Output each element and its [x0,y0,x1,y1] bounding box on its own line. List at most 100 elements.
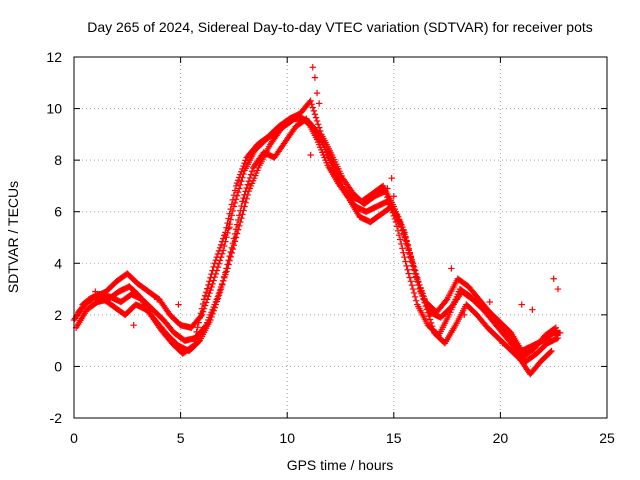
data-point [92,288,99,295]
plot-frame [73,56,608,419]
data-point-interp [193,328,200,336]
data-point [460,311,468,319]
data-point-interp [234,216,242,224]
data-point-interp [411,293,419,301]
data-point-interp [201,292,209,299]
data-point-interp [230,235,238,242]
data-point [130,321,137,329]
data-point-interp [194,324,201,331]
x-tick-label: 20 [493,430,509,446]
data-point-interp [241,160,248,167]
y-tick-label: 12 [46,49,62,65]
data-point-interp [547,348,554,356]
data-point [307,97,314,105]
x-tick-label: 15 [386,430,402,446]
y-tick-label: 4 [54,255,62,271]
data-point-interp [393,223,401,230]
data-point-interp [421,299,428,306]
data-point-interp [197,310,205,317]
data-point-interp [228,201,235,208]
data-point-interp [401,231,408,238]
data-point-interp [213,298,221,305]
data-point-interp [415,278,422,285]
x-tick-label: 25 [599,430,615,446]
data-point-interp [239,165,246,173]
data-point [390,193,397,200]
data-point-interp [395,231,403,239]
data-point-interp [191,337,198,345]
data-point [217,285,225,293]
data-point [550,275,557,282]
data-point-interp [312,114,320,121]
data-point-interp [215,292,223,299]
data-point-interp [218,281,226,289]
data-point-interp [409,285,417,293]
data-point-interp [238,168,245,175]
data-point [222,231,229,239]
data-point [190,342,197,349]
data-point [499,340,506,347]
series-track-4 [72,97,560,360]
data-point [548,347,555,355]
data-point [211,260,218,267]
data-point-interp [217,241,225,248]
data-point-interp [213,253,221,261]
series-track-3 [79,115,555,378]
axis-ticks: 0 5 10 15 20 25 -2 0 2 4 6 8 10 12 [46,49,615,446]
data-point-interp [551,325,558,332]
data-point [207,316,214,324]
data-point-interp [214,250,222,258]
data-point-interp [207,274,214,281]
data-point-interp [416,281,423,289]
data-point-interp [411,267,419,274]
series-scattered [92,64,562,347]
x-tick-label: 10 [279,430,295,446]
data-point-interp [224,261,231,268]
data-point-interp [410,289,418,297]
data-point-interp [387,203,394,210]
data-point [228,244,235,252]
data-point-interp [229,239,237,247]
data-point-interp [406,249,413,256]
data-point-interp [229,196,237,204]
data-point-interp [385,197,392,204]
data-point-interp [198,305,206,312]
data-point [554,334,562,342]
data-point [226,223,233,231]
data-point-interp [240,162,247,170]
data-point-interp [424,309,432,316]
data-point [409,260,417,267]
data-point [175,301,182,308]
data-point-interp [412,297,420,304]
data-point-interp [221,273,228,280]
data-point-interp [233,179,241,187]
data-point-interp [223,265,230,272]
data-point-interp [206,278,213,285]
data-point-interp [237,171,244,178]
data-point [388,174,395,182]
data-point-interp [404,266,411,273]
data-point-interp [227,248,234,256]
data-point [448,265,455,272]
data-point-interp [209,310,216,318]
data-point-interp [230,192,238,199]
data-point-interp [389,209,396,216]
data-point-interp [211,304,218,311]
data-point-interp [314,121,322,128]
data-point-interp [422,302,429,310]
data-point [309,64,316,71]
x-tick-label: 0 [70,430,78,446]
data-point-interp [386,200,393,207]
data-point-interp [236,174,243,181]
data-point-interp [210,277,217,284]
data-point [384,185,391,192]
data-point-interp [311,111,319,118]
data-point-interp [225,256,232,264]
data-point [529,306,536,313]
data-point-interp [243,195,250,203]
data-point [392,218,400,226]
x-axis-label: GPS time / hours [287,457,394,473]
data-point [311,74,319,81]
data-point-interp [394,227,402,234]
